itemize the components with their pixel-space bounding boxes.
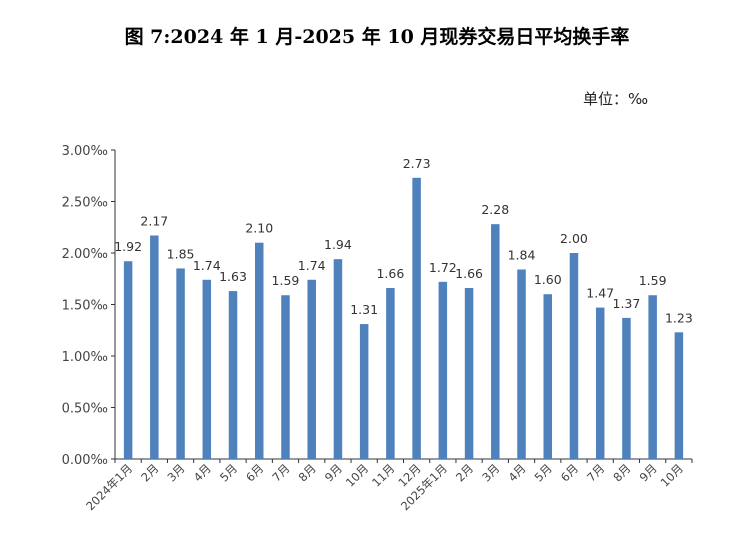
y-tick-label: 0.00‰ [62, 453, 108, 468]
bar [569, 253, 579, 459]
bar [622, 317, 631, 459]
bar [543, 294, 552, 459]
bar [255, 242, 264, 459]
bar [674, 332, 684, 459]
chart-y-tick-labels: 0.00‰ 0.50‰ 1.00‰ 1.50‰ 2.00‰ 2.50‰ 3.00‰ [62, 144, 108, 468]
data-label: 2.17 [140, 213, 168, 228]
data-label: 1.85 [167, 246, 195, 261]
data-label: 2.28 [481, 202, 509, 217]
y-tick-label: 1.50‰ [62, 299, 108, 314]
bar [464, 288, 474, 459]
chart-axes [111, 149, 693, 463]
data-label: 2.10 [245, 221, 273, 236]
x-tick-label: 5月 [217, 461, 240, 484]
bar [150, 235, 159, 459]
bar [228, 291, 238, 459]
data-label: 1.31 [350, 302, 378, 317]
bar [176, 268, 185, 459]
bar [491, 224, 500, 459]
x-tick-label: 9月 [637, 461, 660, 484]
y-tick-label: 0.50‰ [62, 402, 108, 417]
data-label: 1.23 [665, 310, 693, 325]
x-tick-label: 6月 [243, 461, 266, 484]
y-tick-label: 2.00‰ [62, 247, 108, 262]
x-tick-label: 4月 [191, 461, 214, 484]
x-tick-label: 3月 [479, 461, 502, 484]
data-label: 2.00 [560, 231, 588, 246]
x-tick-label: 3月 [164, 461, 187, 484]
chart-data-labels: 1.922.171.851.741.632.101.591.741.941.31… [114, 156, 693, 326]
data-label: 1.94 [324, 237, 352, 252]
x-tick-label: 7月 [269, 461, 292, 484]
x-tick-label: 7月 [584, 461, 607, 484]
x-tick-label: 4月 [505, 461, 528, 484]
data-label: 1.47 [586, 286, 614, 301]
bar [359, 324, 369, 459]
bar [307, 279, 316, 459]
x-tick-label: 11月 [369, 461, 397, 489]
bar [412, 177, 421, 459]
bar [281, 295, 290, 459]
x-tick-label: 8月 [610, 461, 633, 484]
x-tick-label: 6月 [558, 461, 581, 484]
data-label: 1.59 [639, 273, 667, 288]
bar [333, 259, 343, 459]
data-label: 1.66 [455, 266, 483, 281]
data-label: 1.92 [114, 239, 142, 254]
data-label: 1.72 [429, 260, 457, 275]
chart-bars [123, 177, 684, 459]
x-tick-label: 9月 [322, 461, 345, 484]
bar [517, 269, 526, 459]
data-label: 1.66 [376, 266, 404, 281]
bar [123, 261, 133, 459]
data-label: 1.63 [219, 269, 247, 284]
data-label: 1.84 [508, 247, 536, 262]
data-label: 2.73 [403, 156, 431, 171]
y-tick-label: 2.50‰ [62, 196, 108, 211]
data-label: 1.74 [193, 258, 221, 273]
bar [648, 295, 657, 459]
data-label: 1.74 [298, 258, 326, 273]
data-label: 1.37 [613, 296, 641, 311]
x-tick-label: 2024年1月 [83, 461, 135, 513]
bar [386, 288, 395, 459]
bar [438, 281, 448, 459]
bar [595, 307, 605, 459]
data-label: 1.59 [272, 273, 300, 288]
y-tick-label: 3.00‰ [62, 144, 108, 159]
unit-label: 单位：‰ [583, 90, 649, 108]
y-tick-label: 1.00‰ [62, 350, 108, 365]
x-tick-label: 2月 [138, 461, 161, 484]
data-label: 1.60 [534, 272, 562, 287]
x-tick-label: 8月 [296, 461, 319, 484]
x-tick-label: 10月 [658, 461, 686, 489]
x-tick-label: 2月 [453, 461, 476, 484]
bar [202, 279, 212, 459]
chart-title: 图 7:2024 年 1 月-2025 年 10 月现券交易日平均换手率 [124, 26, 630, 48]
x-tick-label: 10月 [343, 461, 371, 489]
x-tick-label: 5月 [532, 461, 555, 484]
